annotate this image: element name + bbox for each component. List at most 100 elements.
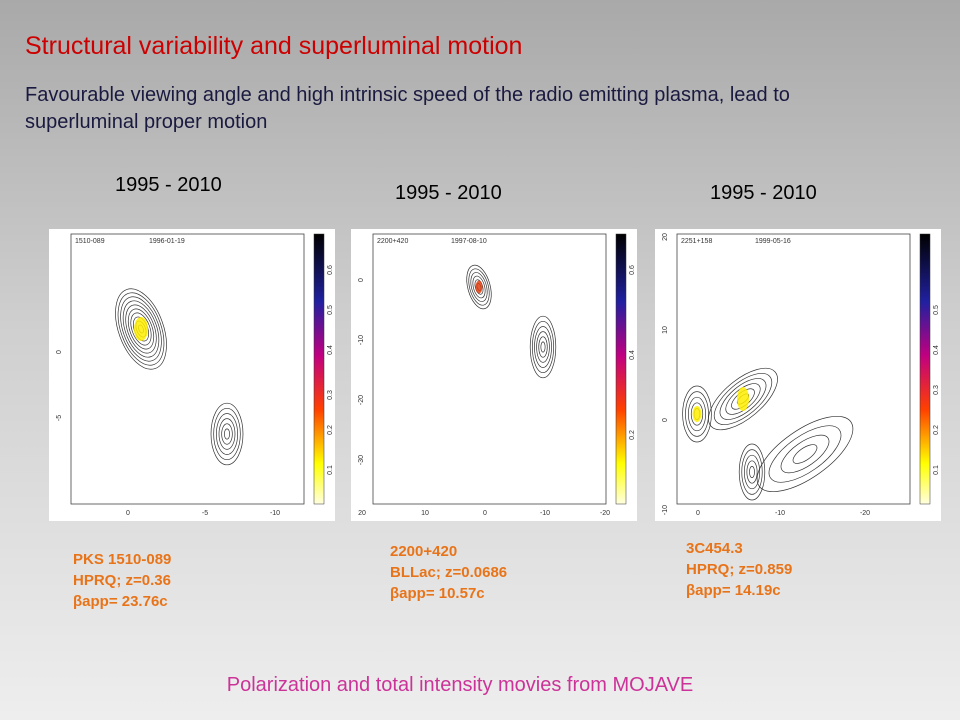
colorbar-tick-label: 0.3: [327, 390, 334, 400]
intensity-peak: [475, 280, 483, 294]
contour: [223, 428, 231, 440]
caption: 3C454.3 HPRQ; z=0.859 βapp= 14.19c: [686, 538, 792, 601]
contour: [536, 331, 550, 363]
contour: [531, 320, 555, 374]
colorbar-tick-label: 0.2: [629, 430, 636, 440]
y-tick-label: 0: [662, 418, 669, 422]
colorbar-tick-label: 0.1: [933, 465, 940, 475]
contour: [792, 444, 818, 464]
x-tick-label: -10: [775, 510, 785, 517]
contour: [749, 466, 755, 478]
contour: [213, 407, 241, 461]
contour: [221, 423, 233, 445]
y-tick-label: -10: [358, 335, 365, 345]
colorbar-tick-label: 0.3: [933, 385, 940, 395]
map-background: [351, 229, 637, 521]
map-date: 1999-05-16: [755, 238, 791, 245]
caption-line: HPRQ; z=0.36: [73, 572, 171, 589]
contour: [780, 434, 830, 474]
colorbar-tick-label: 0.5: [327, 305, 334, 315]
contour: [688, 396, 706, 432]
contour: [756, 415, 854, 493]
contour: [682, 385, 712, 443]
colorbar: [313, 233, 325, 505]
intensity-peak: [134, 317, 148, 341]
contour: [746, 460, 758, 484]
caption-line: BLLac; z=0.0686: [390, 564, 508, 581]
contour: [130, 312, 152, 346]
contour: [474, 279, 484, 295]
contour: [708, 367, 778, 431]
colorbar-tick-label: 0.6: [327, 265, 334, 275]
contour: [472, 275, 486, 299]
colorbar-tick-label: 0.6: [629, 265, 636, 275]
contour: [768, 425, 842, 483]
contour: [743, 454, 761, 490]
caption-line: 2200+420: [390, 543, 458, 560]
x-tick-label: -20: [860, 510, 870, 517]
slide-subtitle: Favourable viewing angle and high intrin…: [25, 84, 790, 133]
caption-line: βapp= 23.76c: [73, 593, 168, 610]
map-source: 1510-089: [75, 238, 105, 245]
period-label: 1995 - 2010: [710, 182, 817, 204]
slide-title: Structural variability and superluminal …: [25, 32, 523, 60]
map-frame: [70, 233, 305, 505]
caption-line: HPRQ; z=0.859: [686, 561, 793, 578]
map-frame: [676, 233, 911, 505]
colorbar-tick-label: 0.1: [327, 465, 334, 475]
intensity-peak: [737, 387, 749, 411]
map-source: 2251+158: [681, 238, 712, 245]
map-background: [49, 229, 335, 521]
x-tick-label: -5: [202, 510, 208, 517]
radio-map: 2251+158 1999-05-16 20 10 0 -10 0 -10 -20 0.5 0.4 0…: [655, 229, 941, 521]
radio-map: 2200+420 1997-08-10 0 -10 -20 -30 20 10 0 -10 -20 0…: [351, 229, 637, 521]
contour: [540, 341, 546, 353]
contour: [468, 268, 490, 306]
x-tick-label: 20: [358, 510, 366, 517]
contour: [741, 449, 763, 495]
contour: [125, 304, 157, 354]
caption-line: 3C454.3: [686, 540, 743, 557]
colorbar-tick-label: 0.2: [933, 425, 940, 435]
contour: [713, 373, 773, 425]
contour: [466, 264, 492, 310]
contour: [529, 315, 557, 379]
contour: [738, 443, 766, 501]
y-tick-label: -30: [358, 455, 365, 465]
colorbar-tick-label: 0.4: [933, 345, 940, 355]
x-tick-label: 10: [421, 510, 429, 517]
map-date: 1996-01-19: [149, 238, 185, 245]
contour: [122, 300, 160, 358]
colorbar-tick-label: 0.2: [327, 425, 334, 435]
contour: [534, 326, 552, 368]
x-tick-label: -10: [540, 510, 550, 517]
map-date: 1997-08-10: [451, 238, 487, 245]
contour: [115, 288, 167, 370]
caption-line: PKS 1510-089: [73, 551, 172, 568]
x-tick-label: 0: [126, 510, 130, 517]
map-background: [655, 229, 941, 521]
colorbar-tick-label: 0.5: [933, 305, 940, 315]
map-frame: [372, 233, 607, 505]
contour: [685, 391, 709, 437]
contour: [210, 402, 244, 466]
map-source: 2200+420: [377, 238, 408, 245]
contour: [470, 272, 488, 302]
x-tick-label: 0: [696, 510, 700, 517]
contour: [218, 418, 236, 450]
y-tick-label: 0: [56, 350, 63, 354]
caption: 2200+420 BLLac; z=0.0686 βapp= 10.57c: [390, 541, 507, 604]
colorbar: [919, 233, 931, 505]
contour: [215, 413, 239, 455]
caption-line: βapp= 14.19c: [686, 582, 781, 599]
period-label: 1995 - 2010: [395, 182, 502, 204]
y-tick-label: 20: [662, 233, 669, 241]
x-tick-label: 0: [483, 510, 487, 517]
x-tick-label: -20: [600, 510, 610, 517]
caption-line: βapp= 10.57c: [390, 585, 485, 602]
contour: [538, 336, 548, 358]
y-tick-label: -20: [358, 395, 365, 405]
colorbar: [615, 233, 627, 505]
intensity-peak: [692, 406, 702, 422]
